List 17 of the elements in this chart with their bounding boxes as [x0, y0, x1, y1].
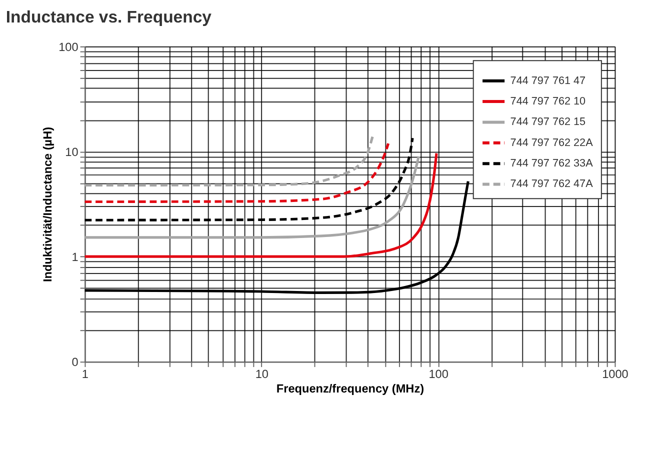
y-axis-title: Induktivität/Inductance (µH)	[40, 126, 55, 282]
legend-label: 744 797 762 33A	[510, 158, 594, 170]
legend-label: 744 797 762 47A	[510, 178, 594, 190]
y-tick-label: 0	[72, 355, 79, 370]
x-tick-label: 1	[82, 366, 89, 381]
legend-label: 744 797 761 47	[510, 74, 586, 87]
y-tick-label: 1	[72, 250, 78, 264]
x-tick-label: 100	[428, 366, 449, 381]
x-tick-label: 10	[255, 366, 269, 381]
y-tick-label: 100	[58, 40, 79, 54]
legend-label: 744 797 762 22A	[510, 136, 594, 149]
x-axis-title: Frequenz/frequency (MHz)	[276, 382, 424, 396]
y-tick-label: 10	[65, 144, 79, 159]
legend-label: 744 797 762 10	[510, 95, 586, 108]
legend-label: 744 797 762 15	[510, 116, 586, 128]
chart-title: Inductance vs. Frequency	[6, 8, 212, 27]
x-tick-label: 1000	[602, 366, 629, 381]
